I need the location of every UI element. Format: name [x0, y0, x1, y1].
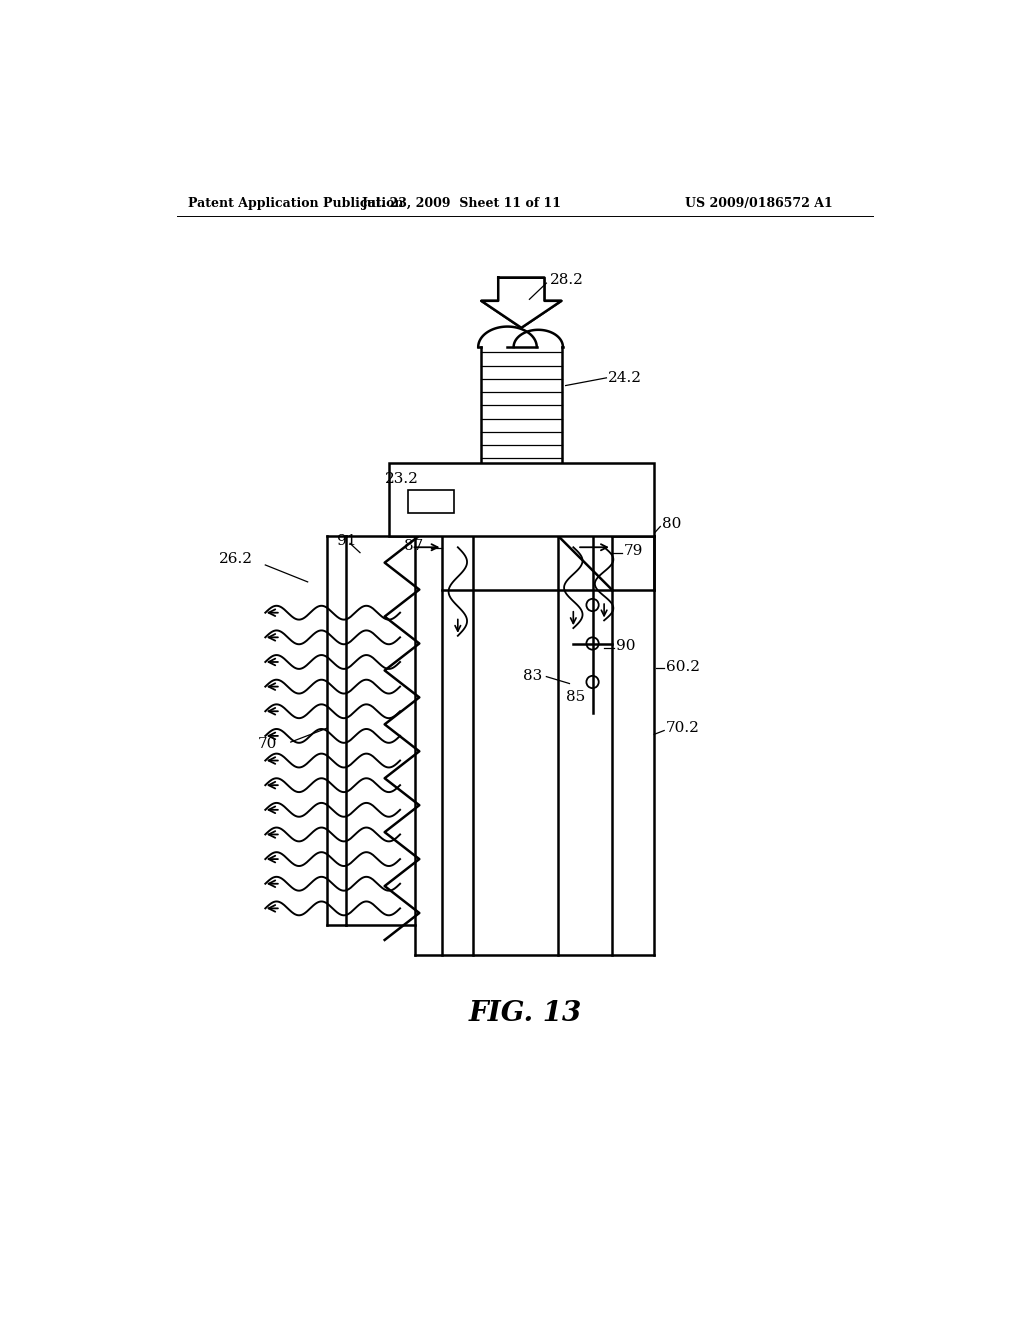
Bar [408, 490, 454, 512]
Text: 91: 91 [337, 535, 356, 548]
Text: 70: 70 [258, 737, 276, 751]
Text: FIG. 13: FIG. 13 [468, 999, 582, 1027]
Text: US 2009/0186572 A1: US 2009/0186572 A1 [685, 197, 833, 210]
Text: 79: 79 [624, 544, 643, 558]
Text: 23.2: 23.2 [385, 473, 419, 487]
Text: 28.2: 28.2 [550, 273, 584, 286]
Text: Jul. 23, 2009  Sheet 11 of 11: Jul. 23, 2009 Sheet 11 of 11 [361, 197, 561, 210]
Text: 70.2: 70.2 [666, 721, 699, 735]
Text: 83: 83 [523, 669, 543, 682]
Text: Patent Application Publication: Patent Application Publication [188, 197, 403, 210]
Text: 80: 80 [662, 517, 681, 531]
Text: 90: 90 [615, 639, 635, 653]
Text: 85: 85 [565, 690, 585, 705]
Text: 24.2: 24.2 [608, 371, 642, 385]
Text: 87: 87 [403, 540, 423, 553]
Polygon shape [481, 277, 561, 327]
Text: 60.2: 60.2 [666, 660, 699, 673]
Bar [388, 462, 654, 536]
Text: 26.2: 26.2 [219, 552, 253, 566]
